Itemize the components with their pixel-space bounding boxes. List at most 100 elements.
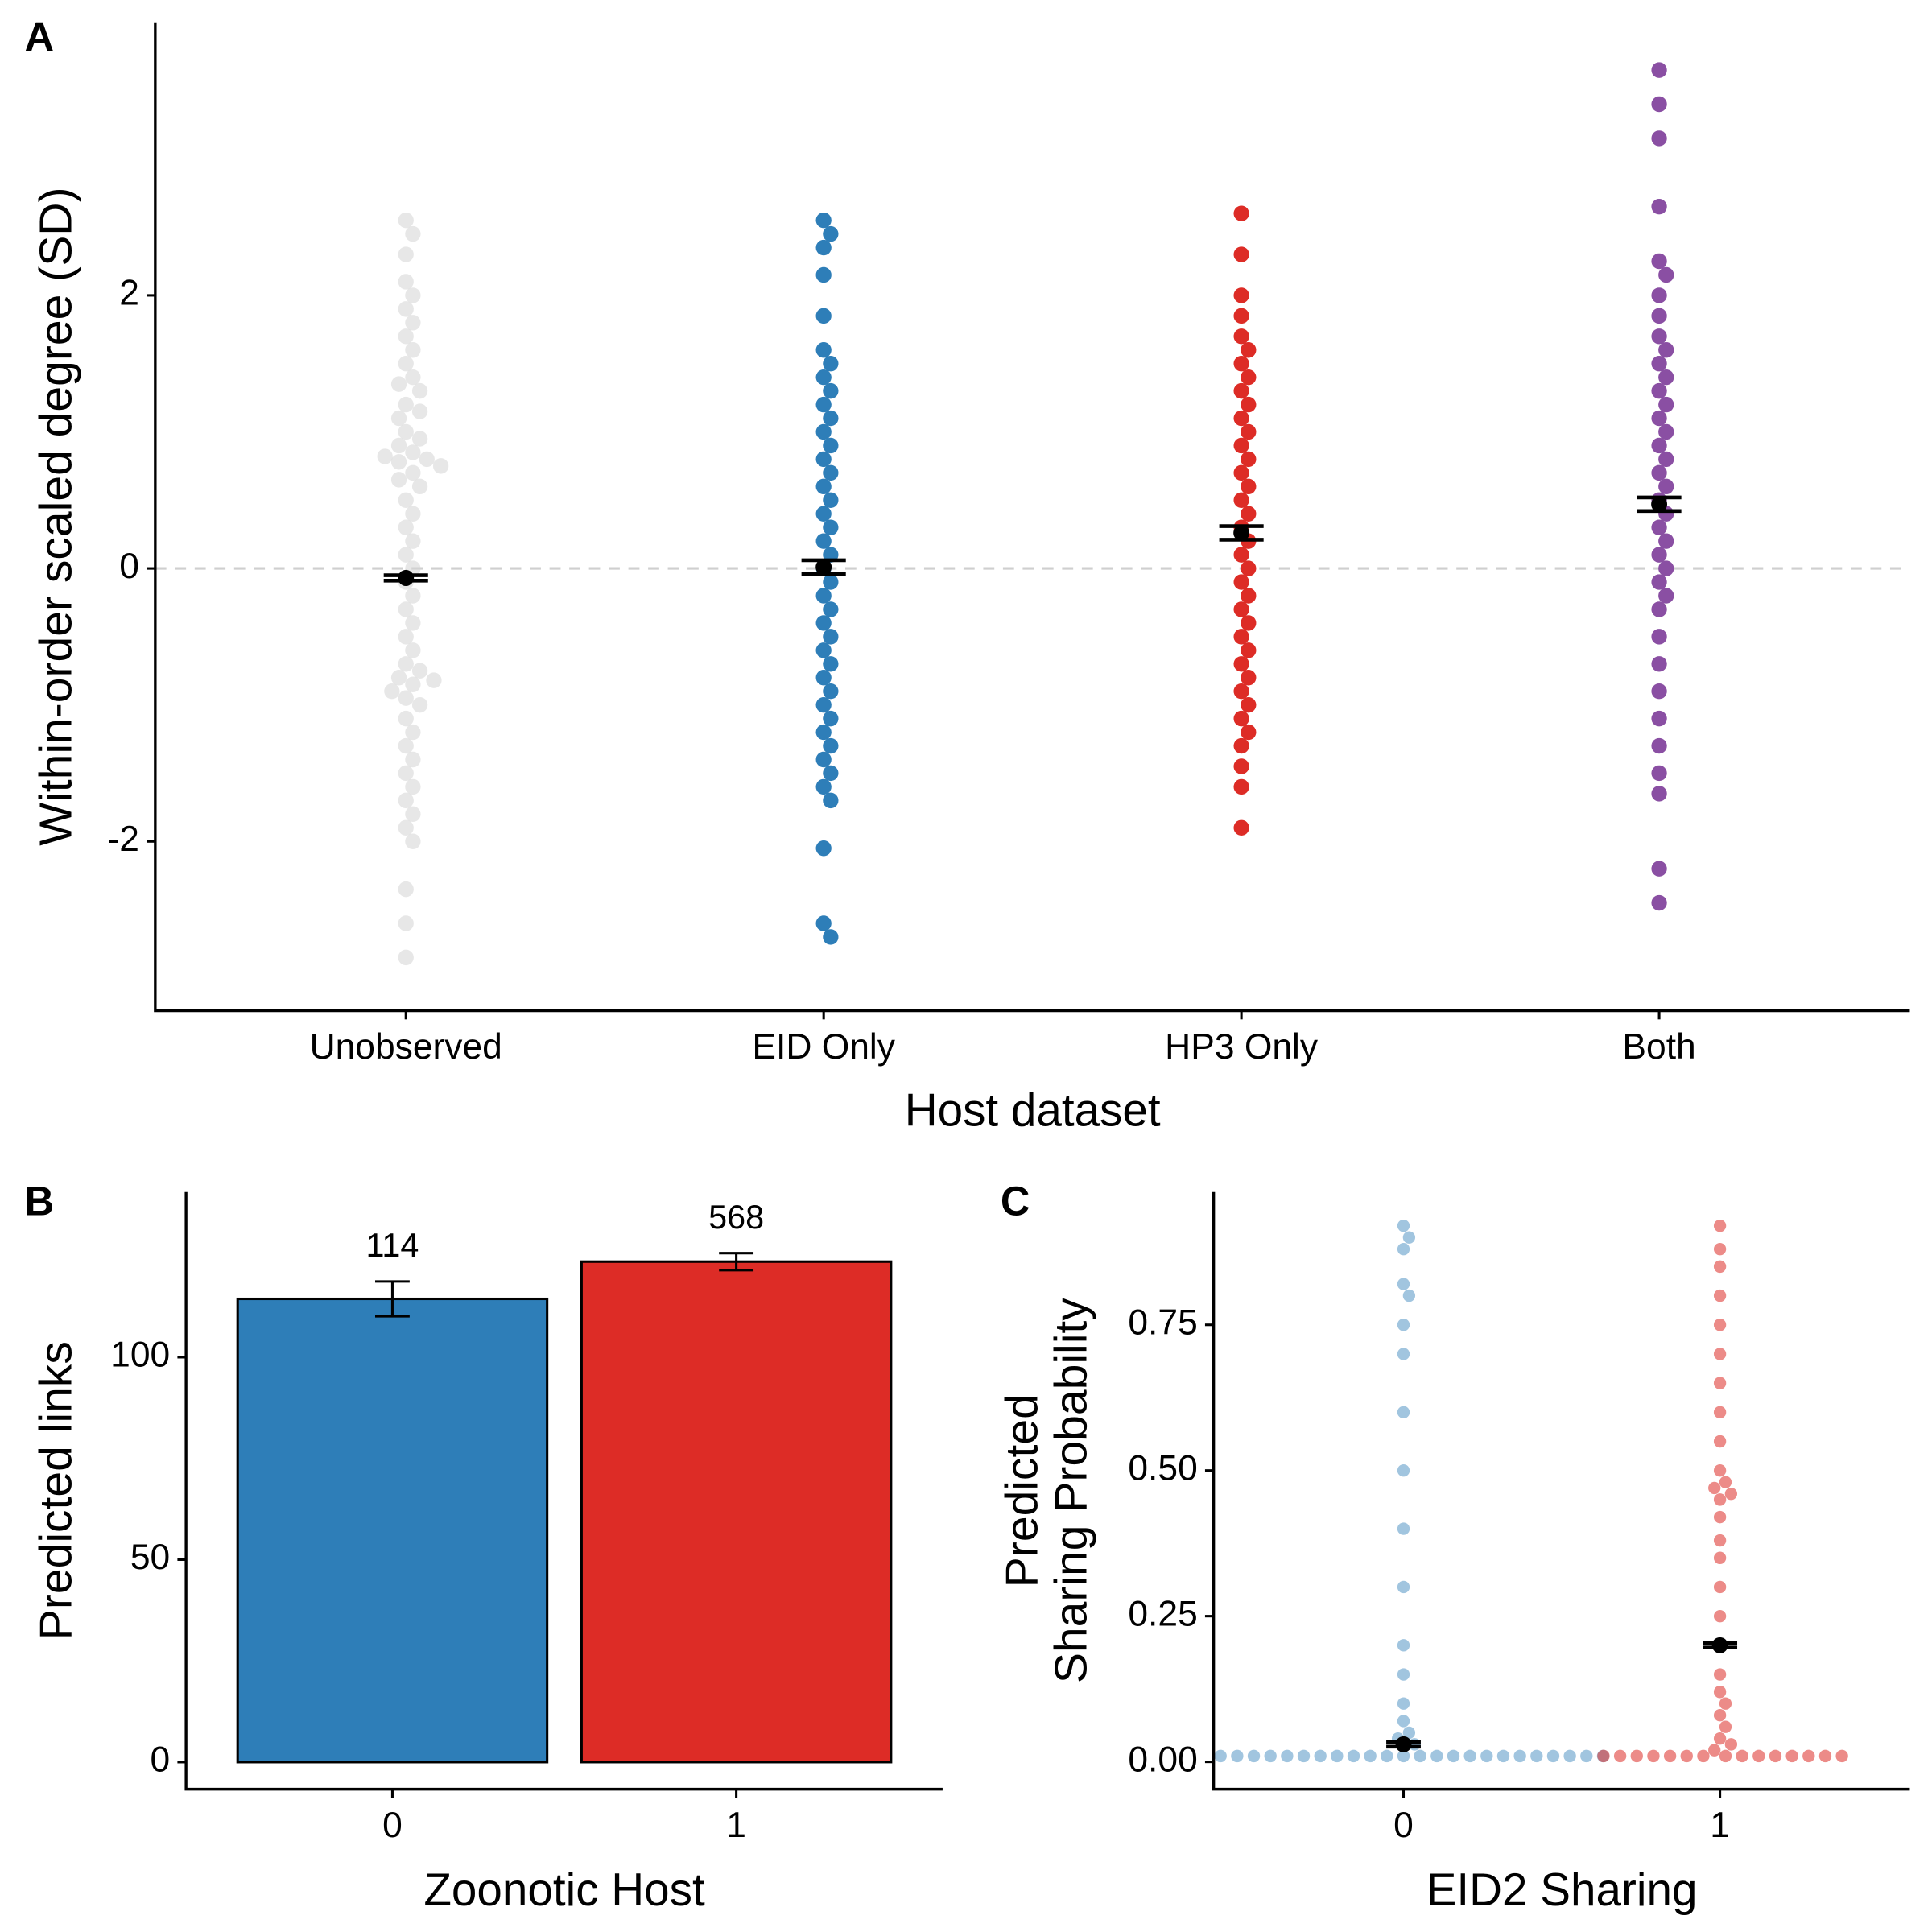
data-point bbox=[823, 519, 839, 535]
panel-label: A bbox=[25, 14, 54, 60]
data-point bbox=[1233, 601, 1249, 617]
mean-point bbox=[1395, 1736, 1412, 1752]
data-point bbox=[1713, 1580, 1727, 1594]
data-point bbox=[405, 588, 421, 604]
data-point bbox=[398, 301, 414, 317]
data-point bbox=[1397, 1639, 1410, 1652]
data-point bbox=[398, 246, 414, 262]
data-point bbox=[1658, 396, 1674, 413]
data-point bbox=[1233, 710, 1249, 727]
data-point bbox=[411, 663, 428, 679]
data-point bbox=[398, 328, 414, 345]
y-tick-label: 0 bbox=[119, 547, 139, 586]
data-point bbox=[1713, 1686, 1727, 1699]
data-point bbox=[411, 696, 428, 713]
panel-label: C bbox=[1001, 1178, 1030, 1224]
data-point bbox=[1397, 1580, 1410, 1594]
data-point bbox=[1651, 861, 1667, 877]
data-point bbox=[1651, 382, 1667, 399]
point-group bbox=[1233, 205, 1257, 836]
mean-point bbox=[398, 569, 415, 586]
data-point bbox=[390, 454, 407, 470]
y-tick-label: 0.75 bbox=[1128, 1302, 1197, 1342]
data-point bbox=[1697, 1749, 1710, 1763]
y-tick-label: -2 bbox=[108, 819, 139, 859]
data-point bbox=[1658, 478, 1674, 495]
data-point bbox=[1397, 1522, 1410, 1535]
data-point bbox=[1233, 778, 1249, 795]
data-point bbox=[815, 369, 832, 386]
data-point bbox=[390, 376, 407, 392]
data-point bbox=[1414, 1749, 1426, 1763]
data-point bbox=[1397, 1219, 1410, 1232]
data-point bbox=[1297, 1749, 1311, 1763]
data-point bbox=[1630, 1749, 1643, 1763]
data-point bbox=[823, 355, 839, 372]
data-point bbox=[1713, 1510, 1727, 1524]
data-point bbox=[1651, 308, 1667, 324]
x-axis-title: Host dataset bbox=[905, 1085, 1161, 1136]
data-point bbox=[432, 458, 449, 474]
data-point bbox=[1381, 1749, 1393, 1763]
data-point bbox=[419, 451, 435, 468]
bar bbox=[236, 1297, 549, 1764]
data-point bbox=[405, 464, 421, 481]
data-point bbox=[823, 765, 839, 782]
count-label: 114 bbox=[365, 1226, 419, 1264]
data-point bbox=[398, 737, 414, 754]
data-point bbox=[1651, 410, 1667, 427]
y-tick-label: 50 bbox=[130, 1538, 170, 1577]
count-label: 568 bbox=[708, 1198, 764, 1236]
mean-point bbox=[1651, 496, 1668, 513]
data-point bbox=[405, 676, 421, 692]
data-point bbox=[1713, 1435, 1727, 1448]
x-tick-label: 0 bbox=[1393, 1806, 1414, 1845]
mean-point bbox=[1711, 1637, 1728, 1653]
data-point bbox=[823, 710, 839, 727]
data-point bbox=[405, 506, 421, 522]
axis-line bbox=[154, 22, 1910, 1013]
data-point bbox=[1402, 1289, 1416, 1302]
data-point bbox=[1658, 423, 1674, 440]
x-axis-title: Zoonotic Host bbox=[423, 1865, 705, 1916]
data-point bbox=[1713, 1219, 1727, 1232]
data-point bbox=[1233, 382, 1249, 399]
data-point bbox=[405, 369, 421, 386]
data-point bbox=[398, 881, 414, 898]
data-point bbox=[823, 792, 839, 809]
data-point bbox=[1708, 1744, 1721, 1757]
y-tick-label: 2 bbox=[119, 274, 139, 313]
data-point bbox=[1713, 1289, 1727, 1302]
data-point bbox=[398, 915, 414, 931]
data-point bbox=[1713, 1732, 1727, 1745]
x-tick-label: HP3 Only bbox=[1165, 1027, 1319, 1067]
data-point bbox=[1651, 253, 1667, 270]
data-point bbox=[1241, 423, 1257, 440]
x-tick-label: Unobserved bbox=[310, 1027, 502, 1067]
data-point bbox=[1658, 266, 1674, 283]
data-point bbox=[815, 396, 832, 413]
data-point bbox=[398, 423, 414, 440]
data-point bbox=[398, 629, 414, 645]
data-point bbox=[1264, 1749, 1277, 1763]
data-point bbox=[1233, 737, 1249, 754]
data-point bbox=[823, 737, 839, 754]
data-point bbox=[1233, 437, 1249, 454]
data-point bbox=[1241, 369, 1257, 386]
data-point bbox=[1713, 1260, 1727, 1274]
data-point bbox=[1397, 1278, 1410, 1290]
data-point bbox=[1713, 1377, 1727, 1389]
data-point bbox=[1233, 205, 1249, 221]
data-point bbox=[1233, 574, 1249, 590]
data-point bbox=[1233, 656, 1249, 672]
data-point bbox=[815, 588, 832, 604]
data-point bbox=[1233, 328, 1249, 345]
data-point bbox=[815, 423, 832, 440]
data-point bbox=[1233, 492, 1249, 509]
data-point bbox=[1241, 642, 1257, 658]
data-point bbox=[1651, 765, 1667, 782]
mean-point bbox=[815, 559, 832, 576]
data-point bbox=[1397, 1242, 1410, 1256]
data-point bbox=[1447, 1749, 1460, 1763]
